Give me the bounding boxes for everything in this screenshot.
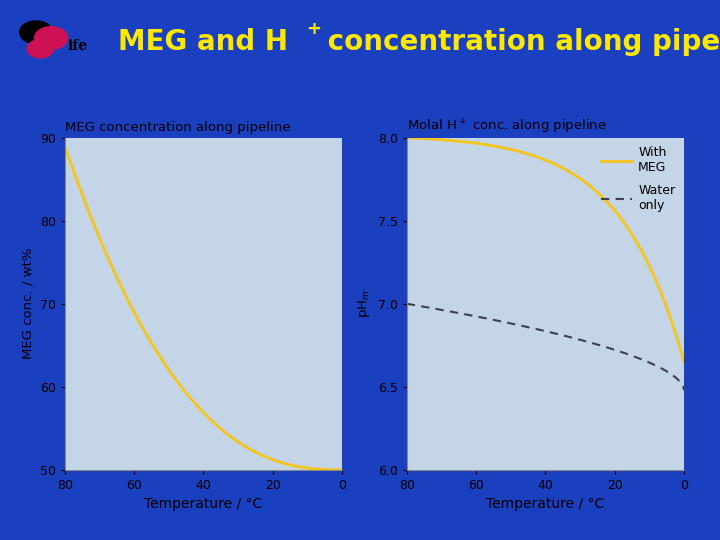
Circle shape [27, 40, 53, 58]
Y-axis label: pH$_m$: pH$_m$ [356, 289, 372, 318]
Circle shape [35, 26, 68, 49]
Text: Molal H$^+$ conc. along pipeline: Molal H$^+$ conc. along pipeline [407, 118, 606, 136]
Text: concentration along pipeline: concentration along pipeline [318, 28, 720, 56]
Text: MEG concentration along pipeline: MEG concentration along pipeline [65, 121, 290, 134]
Legend: With
MEG, Water
only: With MEG, Water only [595, 141, 680, 218]
Circle shape [19, 21, 53, 44]
Text: ife: ife [68, 39, 88, 53]
Text: +: + [306, 20, 321, 38]
X-axis label: Temperature / °C: Temperature / °C [486, 497, 605, 511]
Text: MEG and H: MEG and H [117, 28, 287, 56]
Y-axis label: MEG conc. / wt%: MEG conc. / wt% [21, 248, 35, 360]
X-axis label: Temperature / °C: Temperature / °C [144, 497, 263, 511]
